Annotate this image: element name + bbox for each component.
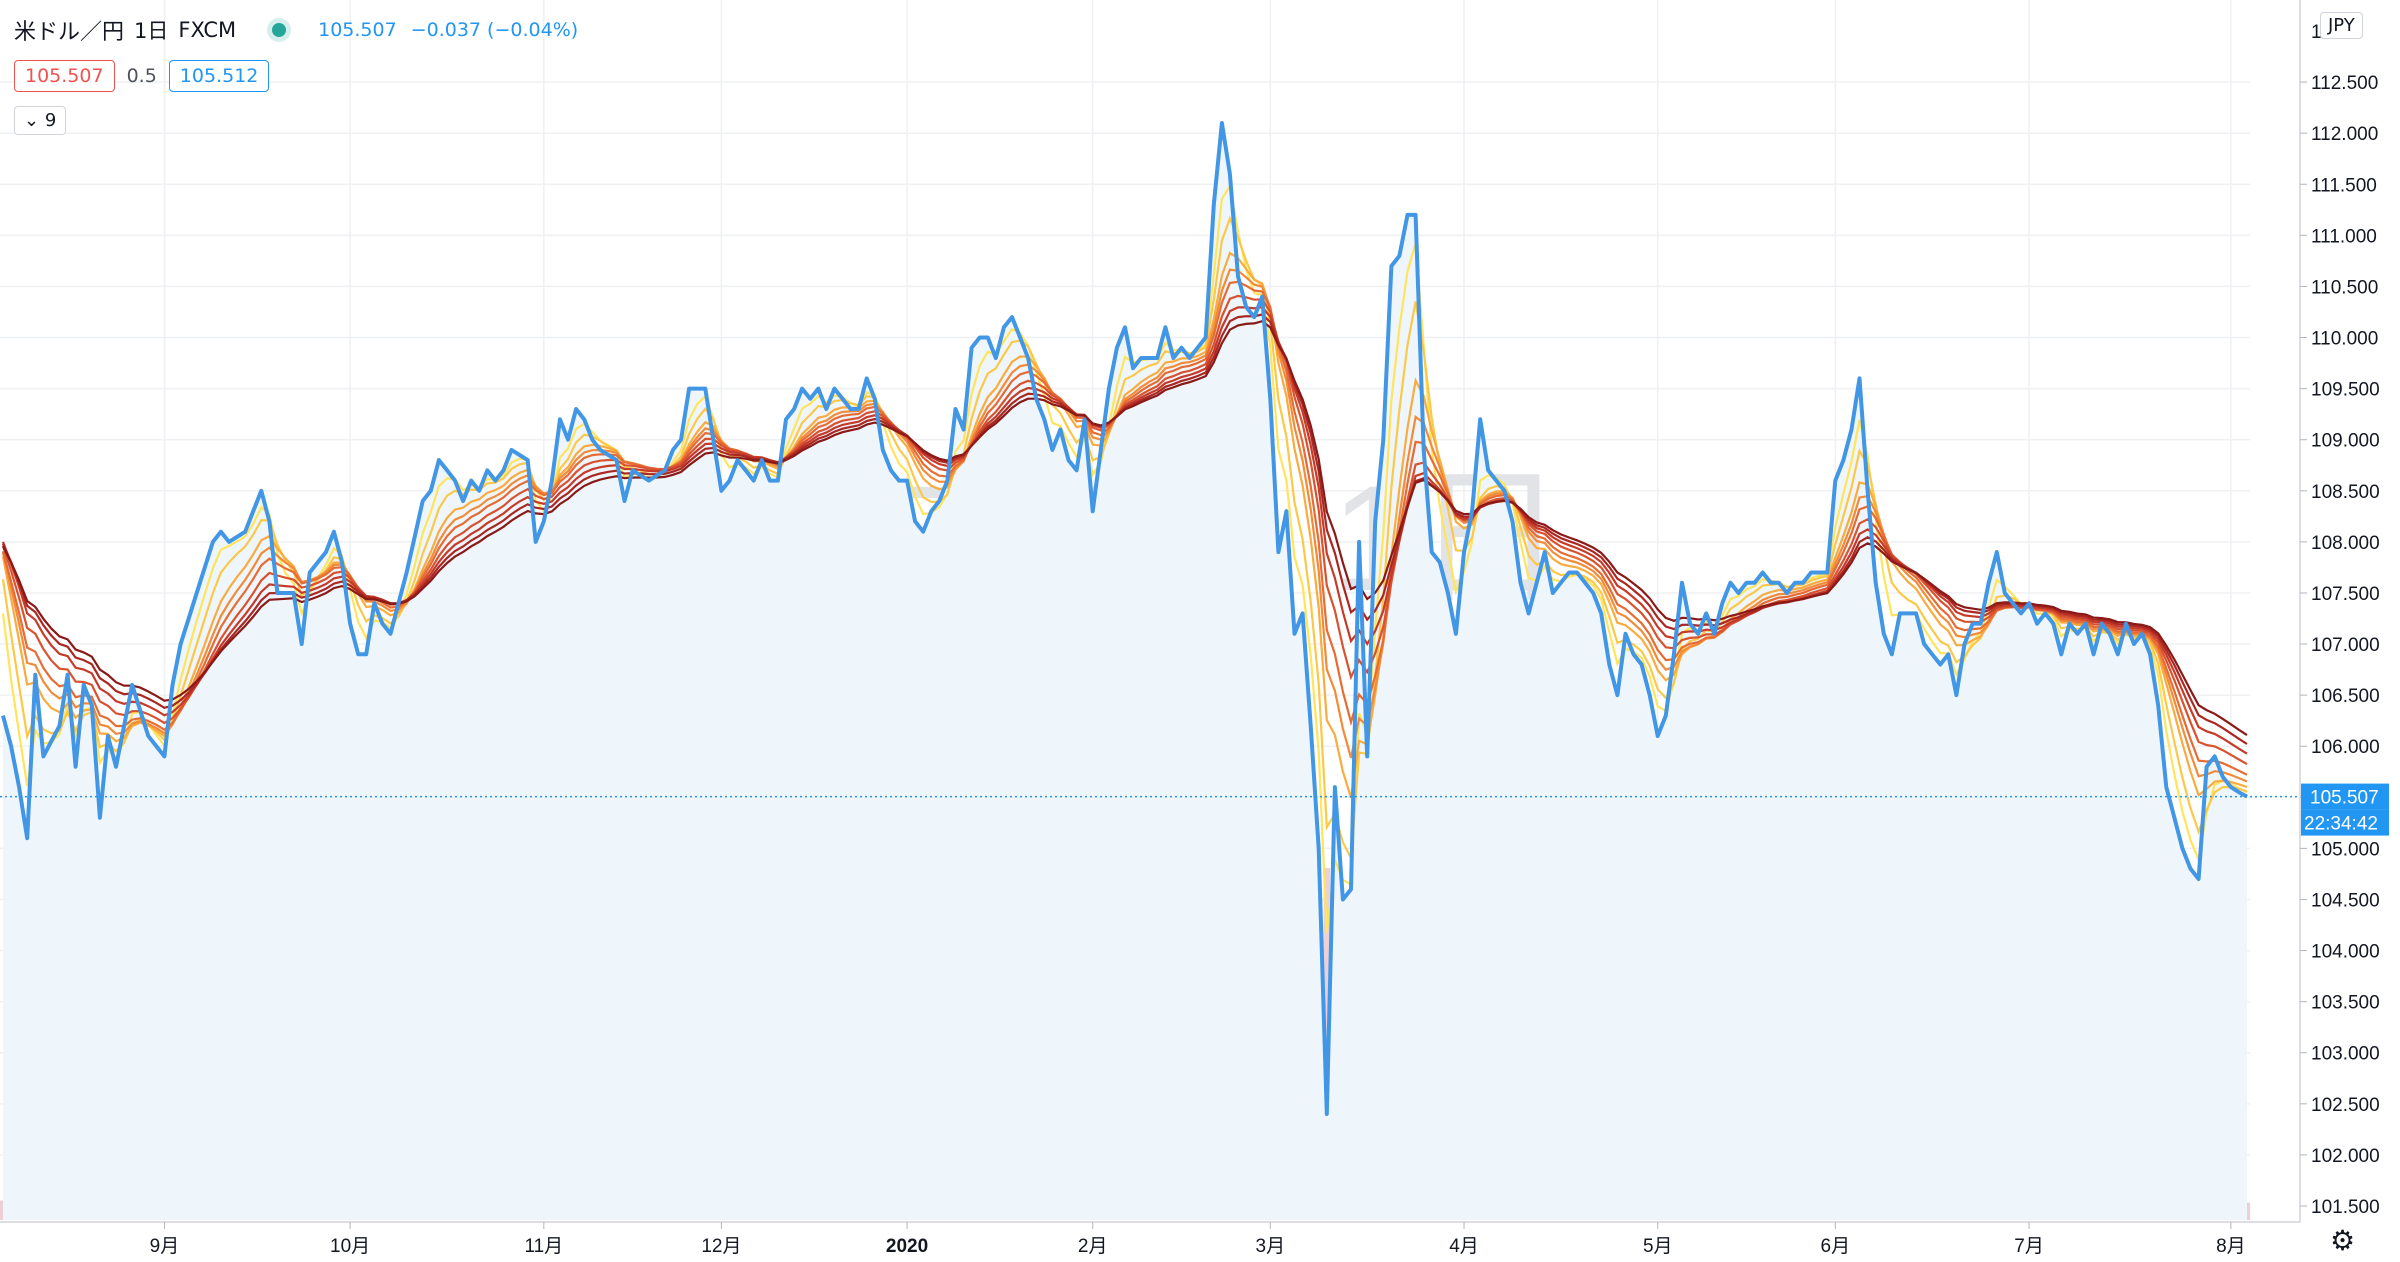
ema-line: [1, 215, 2248, 862]
last-quote: 105.507: [318, 19, 397, 41]
settings-gear-icon[interactable]: ⚙: [2330, 1224, 2356, 1257]
price-tick-label: 102.500: [2311, 1095, 2380, 1116]
price-tick-label: 104.000: [2311, 942, 2380, 963]
price-tick-label: 105.000: [2311, 839, 2380, 860]
price-tick-label: 107.000: [2311, 635, 2380, 656]
price-tick-label: 107.500: [2311, 584, 2380, 605]
currency-button[interactable]: JPY: [2320, 12, 2363, 39]
time-tick-label: 12月: [701, 1236, 741, 1257]
time-tick-label: 4月: [1449, 1236, 1479, 1257]
price-tick-label: 110.000: [2311, 329, 2378, 350]
price-tick-label: 110.500: [2311, 277, 2378, 298]
countdown-badge: [2301, 809, 2389, 836]
last-price-badge: [2301, 783, 2389, 810]
time-tick-label: 8月: [2216, 1236, 2246, 1257]
price-line: [1, 121, 2248, 1116]
symbol-title[interactable]: 米ドル／円: [14, 20, 125, 45]
price-tick-label: 109.000: [2311, 431, 2380, 452]
chevron-down-icon: ⌄: [24, 110, 40, 131]
indicator-count: 9: [44, 110, 57, 131]
time-tick-label: 7月: [2014, 1236, 2044, 1257]
price-tick-label: 103.000: [2311, 1044, 2380, 1065]
market-status-icon: [272, 23, 287, 37]
chart-legend: 米ドル／円 1日 FXCM 105.507 −0.037 (−0.04%): [14, 14, 578, 46]
price-tick-label: 1: [2311, 22, 2322, 43]
ema-line: [1, 268, 2248, 783]
price-tick-label: 104.500: [2311, 890, 2380, 911]
interval-label[interactable]: 1日: [134, 19, 169, 43]
price-tick-label: 109.500: [2311, 380, 2380, 401]
price-tick-label: 108.500: [2311, 482, 2380, 503]
time-tick-label: 2020: [886, 1236, 928, 1257]
price-tick-label: 111.500: [2311, 175, 2377, 196]
price-tick-label: 103.500: [2311, 993, 2380, 1014]
buy-price-button[interactable]: 105.512: [168, 60, 270, 92]
price-tick-label: 112.000: [2311, 124, 2378, 145]
bid-ask-row: 105.507 0.5 105.512: [14, 60, 270, 92]
spread-value: 0.5: [126, 65, 157, 87]
price-tick-label: 106.000: [2311, 737, 2380, 758]
price-tick-label: 112.500: [2311, 73, 2378, 94]
time-tick-label: 10月: [330, 1236, 370, 1257]
sell-price-button[interactable]: 105.507: [14, 60, 115, 92]
indicators-toggle-button[interactable]: ⌄ 9: [14, 106, 67, 135]
price-area: [3, 123, 2247, 1220]
exchange-label: FXCM: [178, 18, 237, 42]
time-tick-label: 5月: [1643, 1236, 1673, 1257]
time-tick-label: 9月: [150, 1236, 180, 1257]
price-tick-label: 111.000: [2311, 226, 2377, 247]
price-tick-label: 102.000: [2311, 1146, 2380, 1167]
price-tick-label: 101.500: [2311, 1197, 2380, 1218]
quote-change: −0.037 (−0.04%): [410, 19, 579, 41]
countdown-value: 22:34:42: [2304, 814, 2378, 835]
price-tick-label: 106.500: [2311, 686, 2380, 707]
time-tick-label: 11月: [524, 1236, 563, 1257]
last-price-value: 105.507: [2310, 788, 2379, 809]
price-tick-label: 108.000: [2311, 533, 2380, 554]
time-tick-label: 6月: [1821, 1236, 1851, 1257]
time-tick-label: 3月: [1256, 1236, 1286, 1257]
time-tick-label: 2月: [1078, 1236, 1108, 1257]
